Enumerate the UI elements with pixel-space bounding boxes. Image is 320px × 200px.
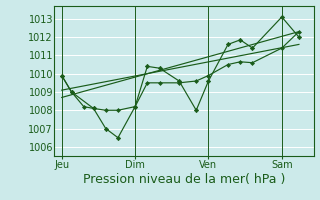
- X-axis label: Pression niveau de la mer( hPa ): Pression niveau de la mer( hPa ): [83, 173, 285, 186]
